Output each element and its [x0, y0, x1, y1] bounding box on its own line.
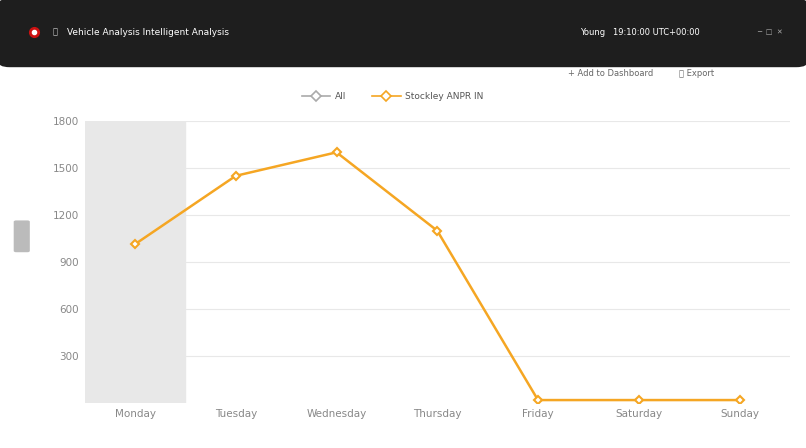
Text: All: All: [164, 288, 175, 297]
Text: ─  □  ✕: ─ □ ✕: [757, 29, 783, 35]
Text: + Add to Dashboard: + Add to Dashboard: [568, 69, 654, 78]
Text: Young   19:10:00 UTC+00:00: Young 19:10:00 UTC+00:00: [580, 28, 700, 37]
Text: ⎘ Export: ⎘ Export: [679, 69, 715, 78]
FancyBboxPatch shape: [14, 220, 30, 252]
Text: Vehicle Analysis Intelligent Analysis: Vehicle Analysis Intelligent Analysis: [67, 28, 229, 37]
Bar: [85, 121, 185, 403]
Text: 1014: 1014: [261, 288, 284, 297]
FancyBboxPatch shape: [141, 240, 290, 327]
Text: 🚗: 🚗: [52, 28, 57, 37]
Text: Stockley ANPR IN: Stockley ANPR IN: [164, 307, 242, 316]
FancyBboxPatch shape: [0, 0, 806, 67]
Text: All: All: [334, 92, 346, 101]
Text: Monday: Monday: [151, 251, 197, 261]
Text: 1014: 1014: [261, 307, 284, 316]
Text: Stockley ANPR IN: Stockley ANPR IN: [405, 92, 483, 101]
